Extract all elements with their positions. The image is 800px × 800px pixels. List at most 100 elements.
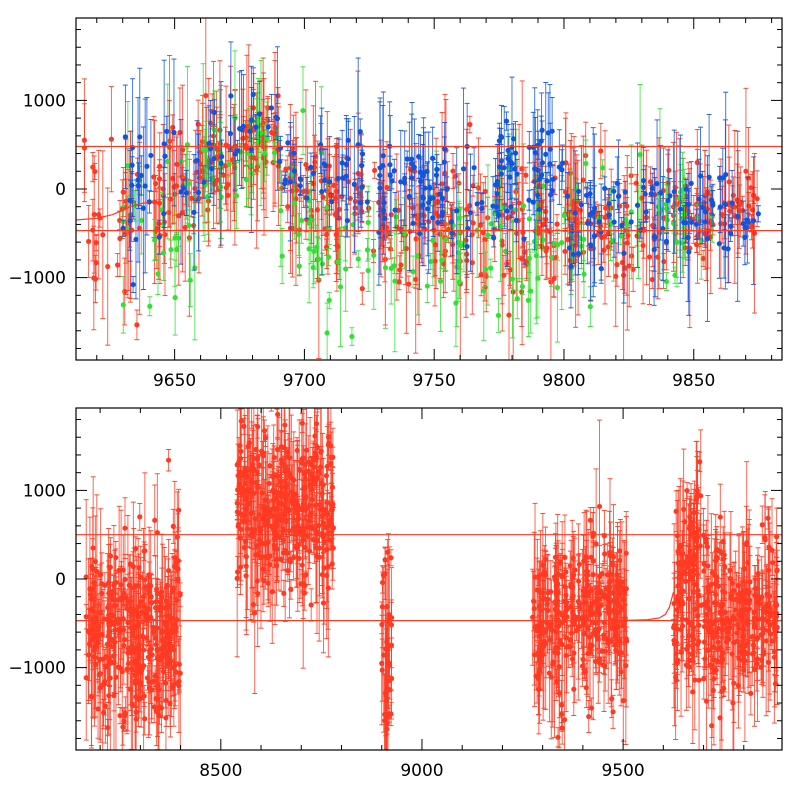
data-point [743, 168, 749, 174]
data-point [685, 234, 691, 241]
data-point [496, 212, 502, 218]
data-point [583, 160, 589, 167]
data-point [357, 129, 363, 135]
data-point [165, 158, 171, 165]
data-point [480, 230, 486, 236]
data-point [387, 246, 393, 252]
data-point [530, 144, 536, 150]
data-point [287, 179, 293, 185]
data-point [296, 231, 302, 238]
data-point [257, 111, 263, 117]
data-point [289, 225, 296, 231]
data-point [677, 195, 683, 201]
data-point [526, 255, 532, 261]
data-point [509, 276, 516, 282]
data-point [160, 186, 166, 192]
data-point [433, 172, 440, 178]
data-point [420, 173, 427, 179]
data-point [148, 152, 154, 159]
data-point [700, 204, 706, 211]
data-point [488, 265, 494, 271]
data-point [697, 173, 704, 179]
data-point [401, 230, 407, 236]
data-point [619, 222, 625, 229]
data-point [92, 654, 98, 661]
data-point [397, 267, 403, 273]
data-point [474, 201, 480, 207]
data-point [164, 128, 170, 135]
data-point [755, 211, 761, 217]
data-point [683, 186, 689, 192]
data-point [512, 166, 518, 172]
data-point [211, 181, 218, 187]
data-point [296, 263, 302, 269]
data-point [319, 261, 326, 267]
data-point [155, 271, 161, 277]
data-point [665, 197, 671, 204]
data-point [228, 93, 234, 99]
data-point [425, 206, 431, 212]
data-point [115, 262, 121, 268]
data-point [268, 105, 275, 111]
data-point [133, 236, 139, 243]
data-point [514, 171, 520, 177]
data-point [205, 193, 211, 200]
data-point [532, 150, 539, 156]
data-point [442, 221, 448, 227]
data-point [596, 219, 602, 225]
data-point [442, 248, 449, 254]
data-point [135, 183, 142, 189]
data-point [554, 285, 560, 291]
data-point [729, 200, 735, 206]
data-point [526, 216, 533, 222]
data-point [430, 155, 436, 161]
data-point [410, 269, 416, 275]
data-point [460, 166, 467, 172]
data-point [611, 188, 617, 194]
data-point [243, 177, 250, 183]
data-point [544, 245, 550, 251]
data-point [391, 168, 397, 174]
x-tick-label: 9850 [672, 371, 715, 391]
data-point [398, 179, 404, 185]
top-axes: 9650 9700 9750 9800 9850 −1000 0 1000 [8, 18, 782, 391]
data-point [366, 205, 372, 211]
data-point [140, 205, 146, 211]
data-point [528, 288, 534, 294]
data-point [420, 194, 426, 200]
data-point [234, 147, 241, 154]
data-point [496, 164, 503, 170]
data-point [482, 266, 489, 273]
data-point [417, 231, 423, 237]
series-red [83, 408, 780, 750]
data-point [561, 212, 567, 219]
data-point [545, 130, 551, 136]
data-point [559, 239, 565, 246]
data-point [343, 173, 349, 179]
data-point [585, 220, 591, 226]
data-point [130, 281, 136, 288]
data-point [516, 200, 522, 206]
data-point [751, 218, 757, 224]
data-point [742, 225, 748, 231]
data-point [180, 185, 187, 191]
data-point [630, 266, 636, 272]
data-point [449, 230, 455, 236]
data-point [526, 197, 532, 203]
data-point [125, 163, 131, 169]
data-point [156, 234, 162, 240]
data-point [640, 242, 646, 249]
data-point [505, 147, 511, 153]
data-point [170, 124, 176, 131]
data-point [186, 222, 192, 229]
data-point [226, 161, 232, 168]
data-point [337, 284, 344, 290]
data-point [161, 141, 167, 147]
data-point [493, 204, 500, 210]
data-point [551, 275, 557, 282]
data-point [465, 225, 471, 232]
data-point [358, 200, 364, 206]
data-point [174, 161, 180, 167]
data-point [732, 204, 738, 210]
data-point [681, 211, 687, 217]
